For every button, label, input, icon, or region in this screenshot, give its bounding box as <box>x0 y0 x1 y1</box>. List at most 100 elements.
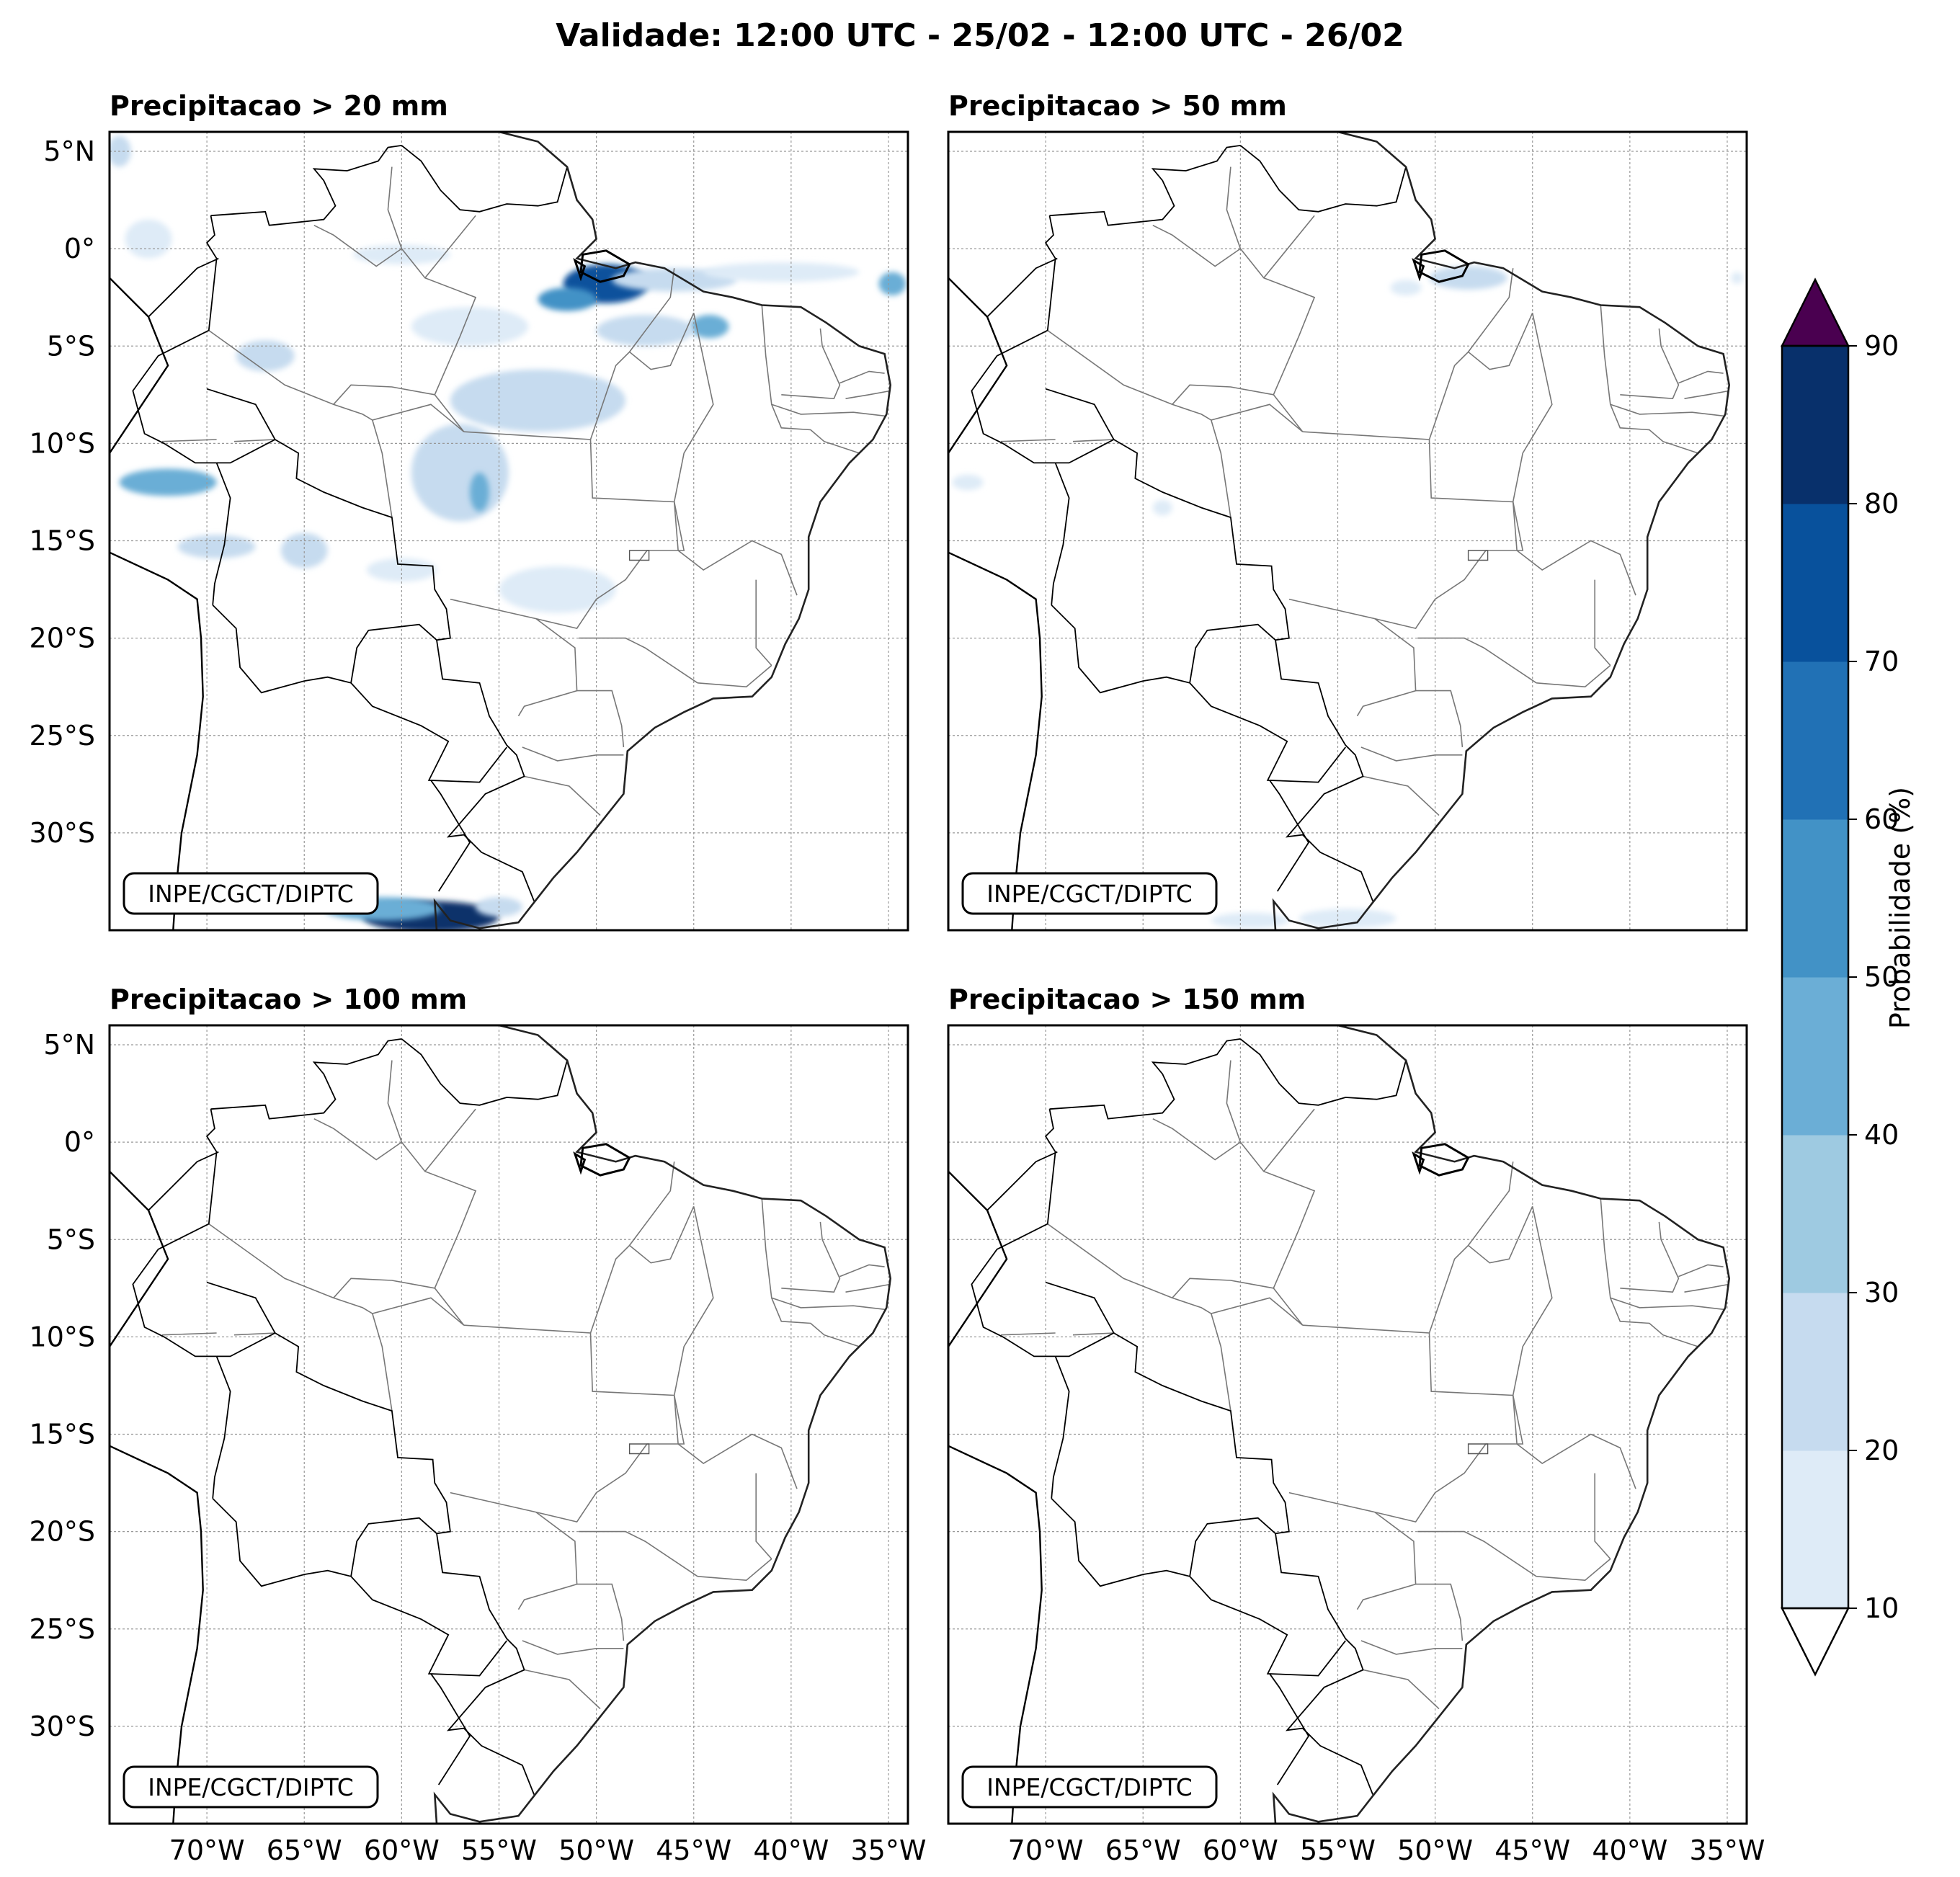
grid-layer <box>948 132 1747 930</box>
precip-area <box>470 473 489 512</box>
state-border <box>579 1530 698 1577</box>
state-border <box>839 370 885 384</box>
country-border <box>430 780 471 892</box>
marajo-island <box>579 249 631 283</box>
lat-tick-label: 20°S <box>30 623 95 654</box>
lon-tick-label: 55°W <box>1300 1834 1376 1866</box>
state-border <box>1288 501 1524 630</box>
country-border <box>436 1533 535 1795</box>
atlantic-coastline <box>1272 132 1731 930</box>
map-frame <box>108 1024 909 1825</box>
state-border <box>1172 1278 1274 1298</box>
precip-layer <box>110 135 906 930</box>
country-border <box>1051 1356 1070 1499</box>
state-border <box>208 1223 465 1326</box>
lon-tick-label: 50°W <box>558 1834 634 1866</box>
country-border <box>1055 438 1290 641</box>
marajo-island <box>1412 258 1425 282</box>
state-border <box>1152 1060 1242 1161</box>
country-border <box>1269 1673 1310 1785</box>
state-border <box>589 1205 695 1334</box>
state-border <box>1239 248 1316 432</box>
state-border <box>522 746 624 762</box>
state-border <box>673 1206 714 1396</box>
credit-text: INPE/CGCT/DIPTC <box>148 880 354 908</box>
colorbar-segment <box>1782 819 1848 978</box>
atlantic-coastline <box>1272 1025 1731 1824</box>
state-border <box>1610 1297 1726 1311</box>
lon-tick-label: 45°W <box>1494 1834 1570 1866</box>
country-border <box>148 257 219 318</box>
map-panel-50mm: Precipitacao > 50 mm INPE/CGCT/DIPTC <box>947 90 1748 932</box>
lon-tick-labels: 70°W 65°W 60°W 55°W 50°W 45°W 40°W 35°W <box>1008 1834 1765 1866</box>
state-border <box>401 248 477 432</box>
country-border <box>212 1498 508 1677</box>
credit-text: INPE/CGCT/DIPTC <box>986 1773 1193 1801</box>
country-border <box>212 463 231 605</box>
state-border <box>845 390 891 399</box>
country-border <box>986 1151 1058 1211</box>
state-border <box>517 1511 578 1610</box>
state-border <box>1047 329 1304 432</box>
country-border <box>212 1356 231 1499</box>
lat-tick-label: 10°S <box>30 1321 95 1352</box>
precip-area <box>1298 909 1396 929</box>
precip-area <box>177 535 256 558</box>
state-border <box>1428 1205 1533 1334</box>
state-border <box>1360 1640 1463 1655</box>
lat-tick-label: 25°S <box>30 1613 95 1645</box>
marajo-island <box>1418 1143 1470 1177</box>
map-frame <box>947 130 1748 932</box>
state-border <box>771 1297 887 1311</box>
state-border <box>1302 431 1518 551</box>
state-border <box>1263 215 1315 279</box>
state-border <box>698 1558 772 1582</box>
colorbar-tick-label: 90 <box>1864 330 1899 362</box>
country-border <box>350 1517 437 1577</box>
state-border <box>1684 390 1729 399</box>
precip-area <box>538 287 597 311</box>
state-border <box>1467 1162 1514 1246</box>
country-border <box>1239 1038 1407 1106</box>
lon-tick-label: 70°W <box>169 1834 245 1866</box>
map-panel-150mm: Precipitacao > 150 mm 70°W 65°W 60°W 55°W 50… <box>947 984 1765 1866</box>
state-border <box>1152 166 1242 267</box>
state-border <box>424 1108 476 1172</box>
state-border <box>424 215 476 279</box>
state-border <box>233 1332 275 1336</box>
state-border <box>1467 268 1514 352</box>
country-border <box>436 640 535 901</box>
state-border <box>1678 370 1724 384</box>
state-border <box>761 305 860 454</box>
country-border <box>1055 1332 1290 1535</box>
lon-tick-label: 45°W <box>656 1834 731 1866</box>
state-border <box>1047 1223 1304 1326</box>
state-border <box>524 1669 601 1710</box>
state-border <box>673 313 714 502</box>
panel-title: Precipitacao > 20 mm <box>110 90 448 122</box>
pacific-coastline <box>110 277 204 930</box>
state-border <box>1000 1332 1056 1336</box>
state-border <box>755 1473 772 1560</box>
state-border <box>313 166 403 267</box>
state-border <box>781 1221 841 1293</box>
country-border <box>401 1038 568 1106</box>
precip-area <box>1390 280 1422 296</box>
grid-layer <box>110 132 908 930</box>
lat-tick-label: 25°S <box>30 720 95 752</box>
federal-district-outline <box>1467 1443 1489 1455</box>
lon-tick-label: 50°W <box>1397 1834 1473 1866</box>
state-border <box>450 1395 685 1523</box>
credit-text: INPE/CGCT/DIPTC <box>148 1773 354 1801</box>
country-border <box>210 1038 402 1120</box>
country-border <box>1275 1533 1373 1795</box>
colorbar-segment <box>1782 1450 1848 1609</box>
state-border <box>1263 1108 1315 1172</box>
country-border <box>971 215 1056 464</box>
marajo-island <box>573 258 587 282</box>
marajo-island <box>1418 249 1470 283</box>
precip-area <box>1152 499 1172 516</box>
coastline-layer <box>110 1025 892 1824</box>
state-border <box>761 1198 860 1347</box>
country-border <box>401 145 568 213</box>
